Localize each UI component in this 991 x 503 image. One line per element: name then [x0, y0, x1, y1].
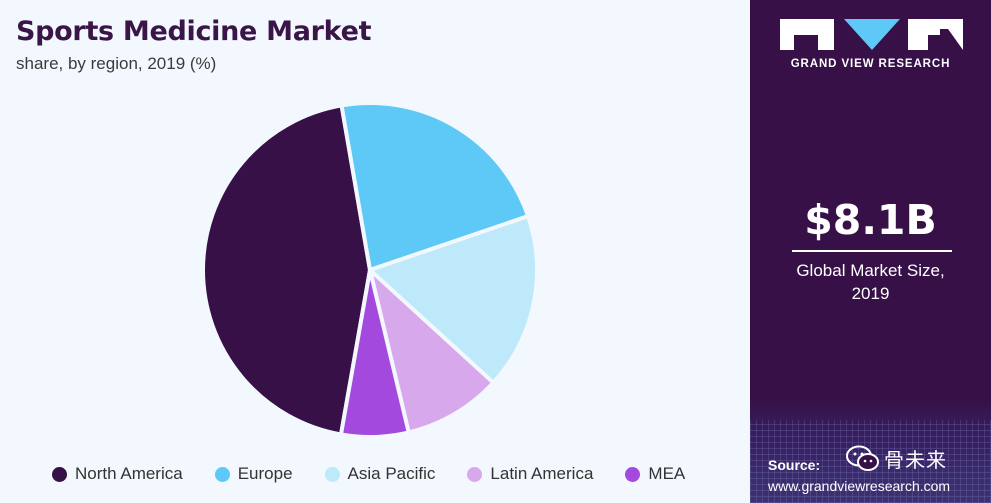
market-size-caption: Global Market Size, 2019	[750, 259, 991, 305]
pie-slice-asia-pacific	[368, 214, 539, 385]
chart-legend: North America Europe Asia Pacific Latin Ame…	[52, 462, 717, 486]
brand-name: GRAND VIEW RESEARCH	[790, 58, 951, 70]
chart-title: Sports Medicine Market	[16, 16, 372, 47]
wechat-icon	[846, 445, 879, 471]
pie-slice-north-america	[201, 103, 372, 437]
legend-item-asia-pacific: Asia Pacific	[324, 464, 436, 484]
legend-swatch	[625, 466, 641, 482]
legend-label: Europe	[237, 464, 293, 483]
gvr-logo-icon	[780, 19, 963, 50]
legend-item-north-america: North America	[52, 464, 183, 484]
legend-label: MEA	[648, 464, 686, 483]
wechat-watermark: 骨未来	[846, 444, 947, 473]
caption-line-2: 2019	[851, 284, 890, 303]
legend-label: North America	[75, 464, 183, 483]
legend-item-mea: MEA	[625, 464, 685, 484]
legend-swatch	[52, 466, 67, 482]
info-panel: GRAND VIEW RESEARCH $8.1B Global Market …	[750, 0, 991, 503]
pie-slice-mea	[339, 268, 411, 439]
market-size-value: $8.1B	[804, 196, 937, 244]
legend-label: Asia Pacific	[347, 464, 436, 483]
chart-panel: Sports Medicine Market share, by region,…	[16, 16, 717, 486]
divider	[792, 250, 952, 252]
legend-label: Latin America	[490, 464, 594, 483]
legend-swatch	[324, 466, 340, 482]
pie-chart	[201, 101, 539, 439]
chart-subtitle: share, by region, 2019 (%)	[16, 54, 217, 73]
watermark-text: 骨未来	[884, 448, 947, 472]
source-url: www.grandviewresearch.com	[768, 478, 951, 494]
pie-slice-europe	[339, 101, 531, 272]
legend-swatch	[467, 466, 483, 482]
legend-swatch	[214, 466, 230, 482]
legend-item-europe: Europe	[214, 464, 293, 484]
legend-item-latin-america: Latin America	[467, 464, 593, 484]
source-label: Source:	[768, 457, 821, 473]
caption-line-1: Global Market Size,	[796, 261, 945, 280]
